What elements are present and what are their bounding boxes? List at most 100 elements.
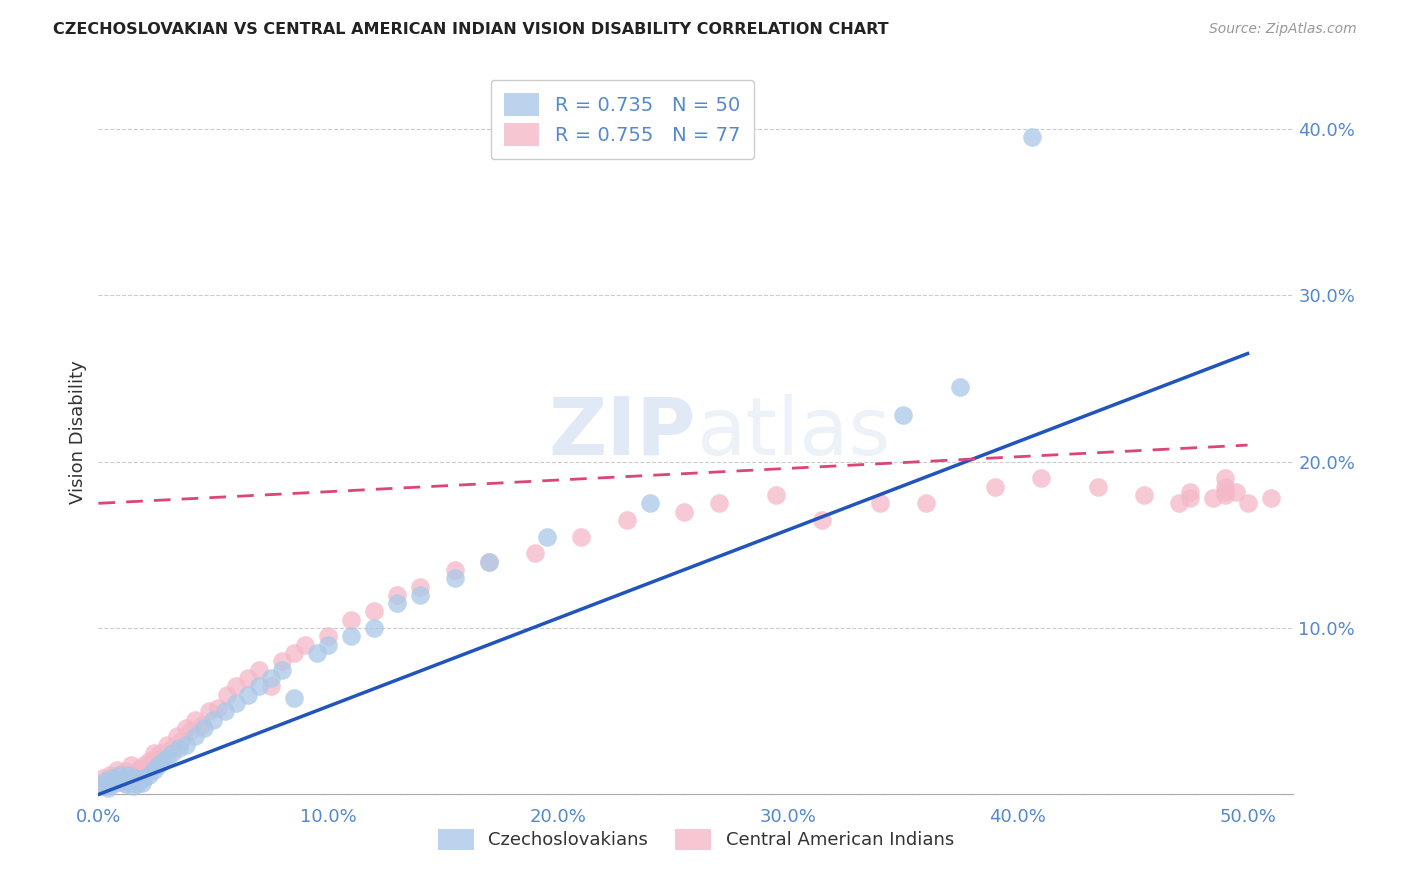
Point [120, 774, 142, 789]
Point [673, 505, 696, 519]
Point [91, 779, 114, 793]
Point [156, 738, 179, 752]
Point [156, 751, 179, 765]
Point [1213, 480, 1236, 494]
Point [110, 767, 132, 781]
Point [225, 696, 247, 710]
Point [225, 679, 247, 693]
Point [569, 530, 592, 544]
Point [1213, 484, 1236, 499]
Point [247, 663, 270, 677]
Point [707, 496, 730, 510]
Point [112, 776, 135, 790]
Point [1213, 471, 1236, 485]
Point [385, 588, 409, 602]
Point [193, 721, 215, 735]
Point [260, 679, 283, 693]
Point [103, 776, 125, 790]
Point [1260, 491, 1282, 506]
Point [131, 776, 153, 790]
Point [1236, 496, 1258, 510]
Point [145, 751, 167, 765]
Point [115, 777, 138, 791]
Legend: Czechoslovakians, Central American Indians: Czechoslovakians, Central American India… [427, 818, 965, 861]
Point [260, 671, 283, 685]
Text: ZIP: ZIP [548, 393, 696, 472]
Point [1021, 130, 1043, 145]
Point [271, 663, 294, 677]
Point [141, 757, 163, 772]
Point [984, 480, 1007, 494]
Point [316, 638, 339, 652]
Point [1087, 480, 1109, 494]
Point [135, 763, 157, 777]
Point [478, 555, 501, 569]
Point [409, 580, 432, 594]
Point [103, 772, 125, 787]
Point [363, 605, 385, 619]
Point [160, 746, 183, 760]
Point [1225, 484, 1247, 499]
Point [1133, 488, 1156, 502]
Point [124, 767, 146, 781]
Point [1202, 491, 1225, 506]
Point [202, 713, 225, 727]
Point [443, 563, 465, 577]
Point [127, 771, 149, 785]
Point [128, 772, 150, 787]
Point [1178, 491, 1201, 506]
Point [914, 496, 936, 510]
Point [478, 555, 501, 569]
Point [131, 767, 153, 781]
Point [105, 763, 128, 777]
Point [108, 774, 131, 789]
Text: atlas: atlas [696, 393, 890, 472]
Point [138, 767, 160, 781]
Point [128, 761, 150, 775]
Point [1167, 496, 1189, 510]
Point [214, 704, 236, 718]
Point [148, 757, 170, 772]
Point [184, 729, 207, 743]
Point [97, 780, 120, 795]
Point [120, 757, 142, 772]
Point [524, 546, 547, 560]
Point [98, 777, 121, 791]
Point [536, 530, 558, 544]
Point [340, 613, 363, 627]
Point [91, 771, 114, 785]
Point [108, 767, 131, 781]
Point [142, 763, 165, 777]
Point [316, 629, 339, 643]
Point [1029, 471, 1052, 485]
Point [117, 767, 139, 781]
Point [340, 629, 363, 643]
Point [134, 771, 156, 785]
Point [138, 754, 160, 768]
Text: CZECHOSLOVAKIAN VS CENTRAL AMERICAN INDIAN VISION DISABILITY CORRELATION CHART: CZECHOSLOVAKIAN VS CENTRAL AMERICAN INDI… [53, 22, 889, 37]
Point [142, 746, 165, 760]
Point [105, 772, 128, 787]
Point [117, 771, 139, 785]
Point [217, 688, 239, 702]
Point [236, 688, 259, 702]
Point [271, 654, 294, 668]
Point [891, 408, 914, 422]
Point [148, 757, 170, 772]
Point [174, 721, 197, 735]
Point [124, 771, 146, 785]
Point [98, 767, 121, 781]
Point [638, 496, 661, 510]
Point [115, 764, 138, 779]
Y-axis label: Vision Disability: Vision Disability [69, 360, 87, 505]
Point [443, 571, 465, 585]
Point [1213, 488, 1236, 502]
Point [160, 740, 183, 755]
Point [152, 754, 174, 768]
Point [90, 777, 112, 791]
Point [207, 701, 229, 715]
Point [179, 724, 201, 739]
Point [191, 717, 214, 731]
Point [247, 679, 270, 693]
Point [110, 774, 132, 789]
